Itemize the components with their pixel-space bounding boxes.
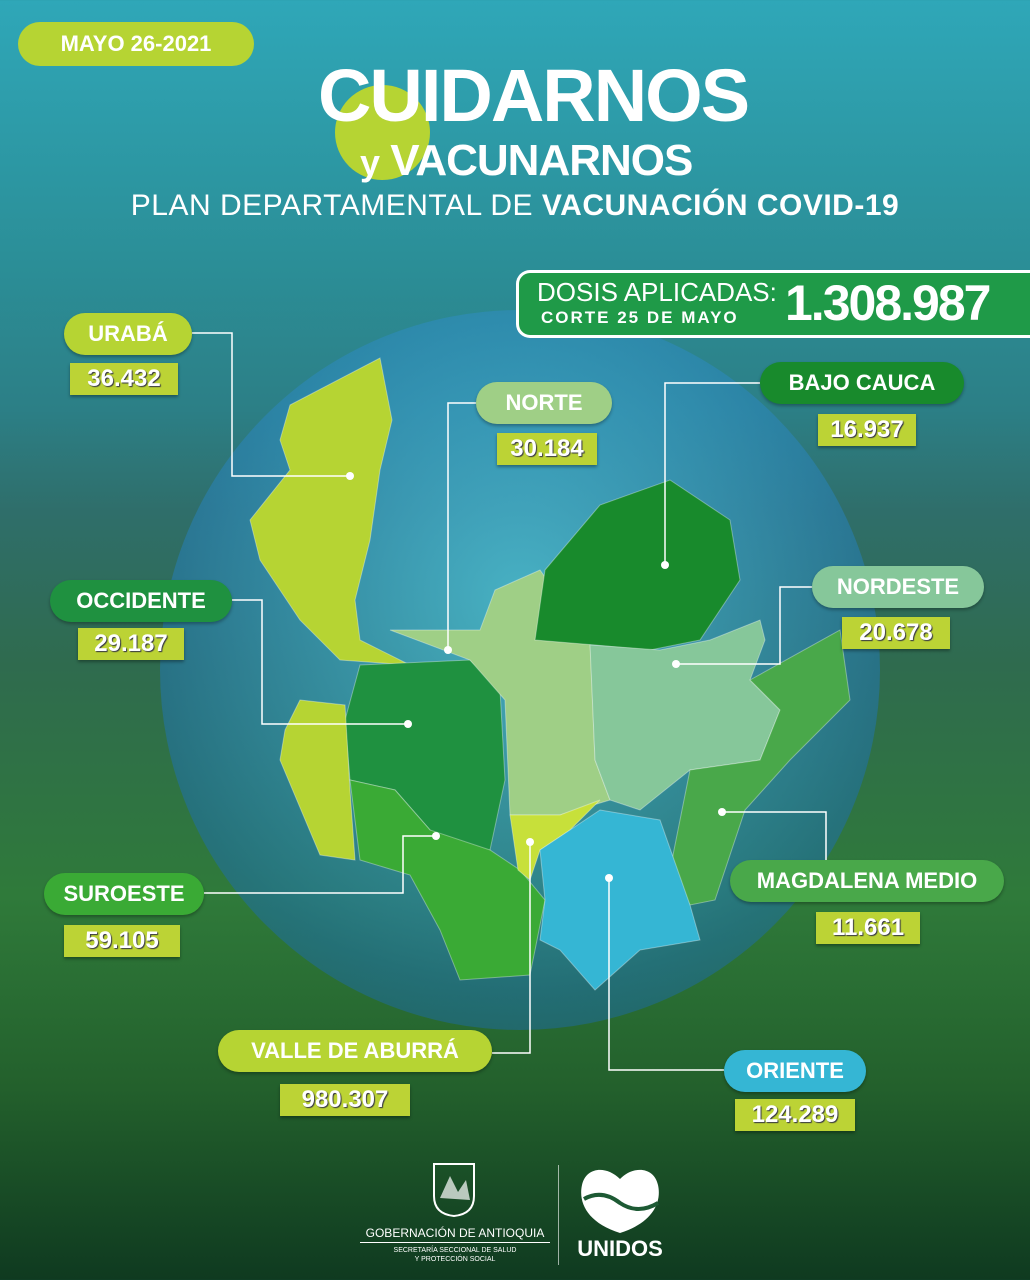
region-label-uraba: URABÁ — [64, 313, 192, 355]
region-value-valle-aburra: 980.307 — [280, 1084, 410, 1116]
region-value-occidente: 29.187 — [78, 628, 184, 660]
leader-line-occidente — [232, 599, 408, 725]
title-y: y — [360, 142, 380, 183]
leader-line-bajo-cauca — [664, 382, 760, 565]
region-value-uraba: 36.432 — [70, 363, 178, 395]
footer-divider — [558, 1165, 559, 1265]
leader-line-oriente — [608, 878, 724, 1071]
region-label-valle-aburra: VALLE DE ABURRÁ — [218, 1030, 492, 1072]
region-label-bajo-cauca: BAJO CAUCA — [760, 362, 964, 404]
region-value-magdalena-medio: 11.661 — [816, 912, 920, 944]
region-dot-oriente — [605, 874, 613, 882]
total-doses-label: DOSIS APLICADAS: — [537, 277, 777, 307]
map-region-bajo-cauca — [534, 479, 741, 651]
leader-line-uraba — [192, 332, 350, 477]
secretaria-line1: SECRETARÍA SECCIONAL DE SALUD — [393, 1247, 517, 1254]
region-dot-nordeste — [672, 660, 680, 668]
antioquia-coat-of-arms-logo — [433, 1163, 475, 1218]
region-dot-uraba — [346, 472, 354, 480]
region-dot-bajo-cauca — [661, 561, 669, 569]
region-dot-valle-aburra — [526, 838, 534, 846]
total-doses-value: 1.308.987 — [785, 275, 991, 331]
region-label-magdalena-medio: MAGDALENA MEDIO — [730, 860, 1004, 902]
subtitle-light: PLAN DEPARTAMENTAL DE — [130, 189, 542, 222]
region-value-oriente: 124.289 — [735, 1099, 855, 1131]
date-badge: MAYO 26-2021 — [18, 22, 254, 66]
subtitle: PLAN DEPARTAMENTAL DE VACUNACIÓN COVID-1… — [0, 188, 1030, 224]
secretaria-line2: Y PROTECCIÓN SOCIAL — [414, 1256, 496, 1263]
title-vacunarnos-text: VACUNARNOS — [390, 136, 693, 185]
region-value-bajo-cauca: 16.937 — [818, 414, 916, 446]
region-label-nordeste: NORDESTE — [812, 566, 984, 608]
region-dot-occidente — [404, 720, 412, 728]
leader-line-magdalena-medio — [722, 811, 827, 860]
total-doses-banner: DOSIS APLICADAS: CORTE 25 DE MAYO 1.308.… — [516, 270, 1030, 338]
unidos-wordmark: UNIDOS — [577, 1236, 663, 1261]
region-dot-suroeste — [432, 832, 440, 840]
subtitle-bold: VACUNACIÓN COVID-19 — [541, 189, 900, 222]
region-label-suroeste: SUROESTE — [44, 873, 204, 915]
region-dot-magdalena-medio — [718, 808, 726, 816]
leader-line-suroeste — [204, 835, 436, 894]
title-cuidarnos: CUIDARNOS — [317, 54, 750, 137]
title-accent-circle — [335, 85, 430, 180]
region-label-norte: NORTE — [476, 382, 612, 424]
map-region-oriente — [539, 809, 701, 991]
title-vacunarnos: y VACUNARNOS — [360, 136, 693, 186]
gobernacion-name: GOBERNACIÓN DE ANTIOQUIA — [360, 1226, 550, 1243]
map-region-uraba — [249, 357, 411, 666]
region-value-suroeste: 59.105 — [64, 925, 180, 957]
map-region-occidente-west — [279, 699, 356, 861]
unidos-heart-logo — [581, 1169, 660, 1233]
region-value-norte: 30.184 — [497, 433, 597, 465]
map-region-magdalena-medio — [669, 629, 851, 906]
map-region-suroeste — [349, 779, 546, 981]
region-dot-norte — [444, 646, 452, 654]
leader-line-nordeste — [676, 586, 812, 665]
region-value-nordeste: 20.678 — [842, 617, 950, 649]
leader-line-norte — [447, 402, 476, 650]
region-label-oriente: ORIENTE — [724, 1050, 866, 1092]
leader-line-valle-aburra — [492, 842, 531, 1054]
gobernacion-block: GOBERNACIÓN DE ANTIOQUIA SECRETARÍA SECC… — [360, 1160, 550, 1264]
region-label-occidente: OCCIDENTE — [50, 580, 232, 622]
total-doses-cutoff: CORTE 25 DE MAYO — [541, 308, 739, 327]
